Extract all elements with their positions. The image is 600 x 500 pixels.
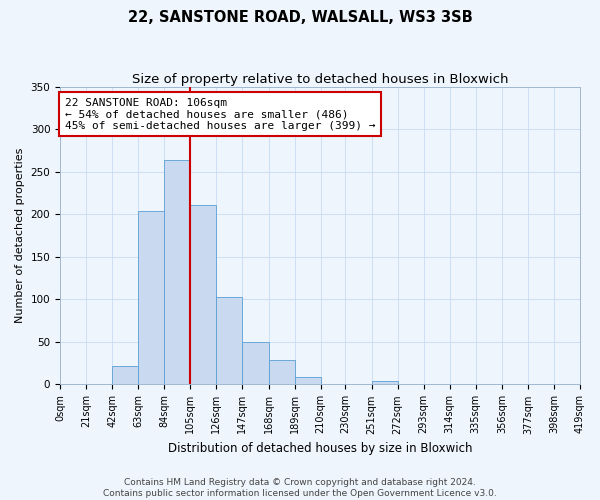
Text: Contains HM Land Registry data © Crown copyright and database right 2024.
Contai: Contains HM Land Registry data © Crown c… [103,478,497,498]
Title: Size of property relative to detached houses in Bloxwich: Size of property relative to detached ho… [132,72,508,86]
Bar [269,360,295,384]
Y-axis label: Number of detached properties: Number of detached properties [15,148,25,323]
Text: 22 SANSTONE ROAD: 106sqm
← 54% of detached houses are smaller (486)
45% of semi-: 22 SANSTONE ROAD: 106sqm ← 54% of detach… [65,98,376,131]
Bar [164,160,190,384]
Bar [190,205,217,384]
Bar [371,381,398,384]
Bar [112,366,138,384]
Bar [138,211,164,384]
Text: 22, SANSTONE ROAD, WALSALL, WS3 3SB: 22, SANSTONE ROAD, WALSALL, WS3 3SB [128,10,472,25]
Bar [242,342,269,384]
X-axis label: Distribution of detached houses by size in Bloxwich: Distribution of detached houses by size … [168,442,472,455]
Bar [295,377,320,384]
Bar [217,297,242,384]
